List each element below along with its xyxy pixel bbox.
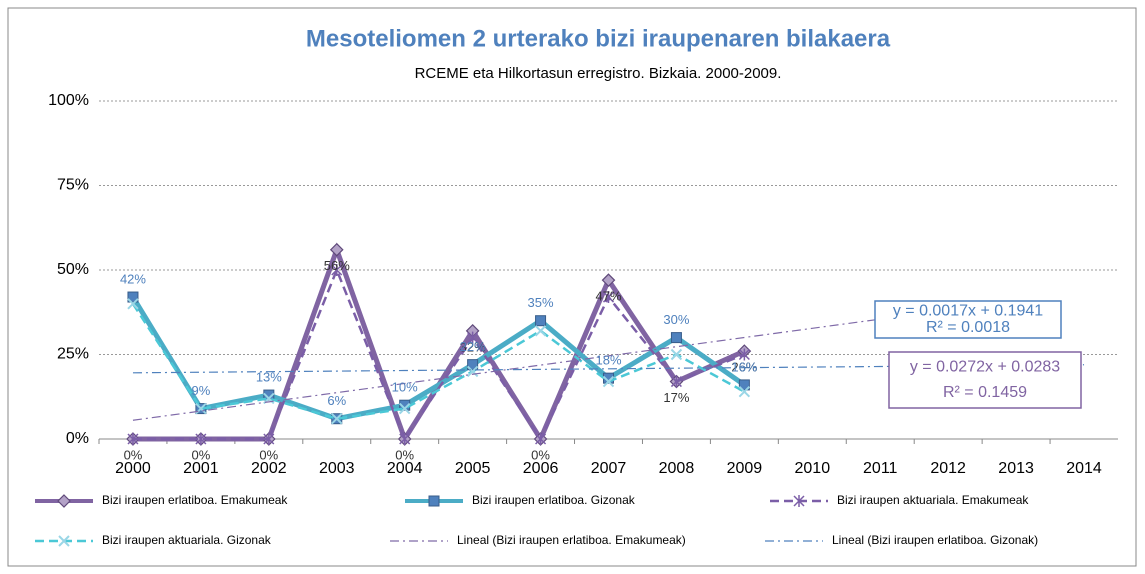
- data-label: 0%: [395, 447, 414, 462]
- y-tick-label: 75%: [57, 177, 89, 194]
- marker: [601, 273, 616, 287]
- marker: [57, 494, 71, 508]
- annotation-text: R² = 0.1459: [943, 384, 1027, 401]
- x-tick-label: 2014: [1066, 460, 1102, 477]
- x-tick-label: 2003: [319, 460, 355, 477]
- x-tick-label: 2006: [523, 460, 559, 477]
- marker: [670, 375, 682, 388]
- annotation-text: y = 0.0272x + 0.0283: [910, 358, 1060, 375]
- legend-label: Lineal (Bizi iraupen erlatiboa. Emakumea…: [457, 533, 686, 547]
- marker: [263, 389, 275, 401]
- data-label: 42%: [120, 271, 146, 286]
- marker: [331, 264, 343, 276]
- annotation-box: [874, 300, 1062, 339]
- x-tick-label: 2001: [183, 460, 219, 477]
- marker: [738, 385, 751, 398]
- marker: [127, 298, 139, 310]
- x-tick-label: 2000: [115, 460, 151, 477]
- y-tick-label: 25%: [57, 346, 89, 363]
- data-label: 47%: [595, 289, 621, 304]
- series-line: [132, 318, 881, 421]
- marker: [467, 359, 479, 371]
- data-label: 0%: [531, 447, 550, 462]
- marker: [127, 291, 139, 303]
- data-label: 9%: [192, 383, 211, 398]
- annotation-text: R² = 0.0018: [926, 319, 1010, 336]
- marker: [331, 413, 343, 425]
- marker: [398, 402, 411, 415]
- marker: [58, 535, 70, 547]
- data-label: 16%: [731, 359, 757, 374]
- chart-border: [7, 7, 1137, 567]
- marker: [467, 331, 479, 344]
- data-label: 17%: [663, 390, 689, 405]
- marker: [602, 375, 615, 388]
- data-label: 10%: [392, 380, 418, 395]
- marker: [602, 291, 615, 304]
- y-tick-label: 100%: [48, 92, 89, 109]
- data-label: 0%: [259, 447, 278, 462]
- series-line: [130, 295, 746, 422]
- x-tick-label: 2005: [455, 460, 491, 477]
- legend-label: Lineal (Bizi iraupen erlatiboa. Gizonak): [832, 533, 1038, 547]
- marker: [329, 242, 344, 257]
- marker: [428, 495, 440, 507]
- marker: [535, 433, 547, 445]
- x-tick-label: 2012: [930, 460, 966, 477]
- data-label: 56%: [324, 258, 350, 273]
- chart-title: Mesoteliomen 2 urterako bizi iraupenaren…: [306, 25, 891, 52]
- annotation-text: y = 0.0017x + 0.1941: [893, 302, 1043, 319]
- marker: [670, 332, 682, 344]
- annotation-box: [888, 351, 1082, 409]
- data-label: 26%: [731, 360, 757, 375]
- legend-label: Bizi iraupen aktuariala. Gizonak: [102, 533, 272, 547]
- marker: [535, 315, 547, 327]
- chart-subtitle: RCEME eta Hilkortasun erregistro. Bizkai…: [415, 65, 782, 82]
- x-tick-label: 2011: [863, 460, 898, 477]
- x-tick-label: 2010: [795, 460, 831, 477]
- x-tick-label: 2002: [251, 460, 287, 477]
- x-tick-label: 2008: [659, 460, 695, 477]
- data-label: 0%: [124, 447, 143, 462]
- data-label: 35%: [528, 295, 554, 310]
- data-label: 0%: [192, 447, 211, 462]
- marker: [399, 433, 411, 445]
- series-line: [132, 266, 745, 442]
- x-tick-label: 2009: [727, 460, 763, 477]
- marker: [670, 348, 683, 361]
- marker: [738, 348, 750, 361]
- y-tick-label: 0%: [66, 430, 89, 447]
- x-tick-label: 2004: [387, 460, 423, 477]
- x-tick-label: 2013: [998, 460, 1034, 477]
- data-label: 18%: [595, 353, 621, 368]
- x-tick-label: 2007: [591, 460, 627, 477]
- legend-label: Bizi iraupen aktuariala. Emakumeak: [837, 493, 1029, 507]
- series-line: [131, 303, 745, 420]
- data-label: 32%: [460, 339, 486, 354]
- data-label: 6%: [327, 393, 346, 408]
- marker: [127, 433, 139, 445]
- data-label: 30%: [663, 312, 689, 327]
- legend-label: Bizi iraupen erlatiboa. Gizonak: [472, 493, 636, 507]
- marker: [793, 495, 805, 507]
- data-label: 22%: [460, 339, 486, 354]
- legend-label: Bizi iraupen erlatiboa. Emakumeak: [102, 493, 288, 507]
- marker: [195, 433, 207, 445]
- marker: [466, 365, 479, 378]
- marker: [738, 379, 750, 391]
- data-label: 13%: [256, 369, 282, 384]
- marker: [534, 325, 547, 337]
- y-tick-label: 50%: [57, 261, 89, 278]
- marker: [263, 433, 275, 445]
